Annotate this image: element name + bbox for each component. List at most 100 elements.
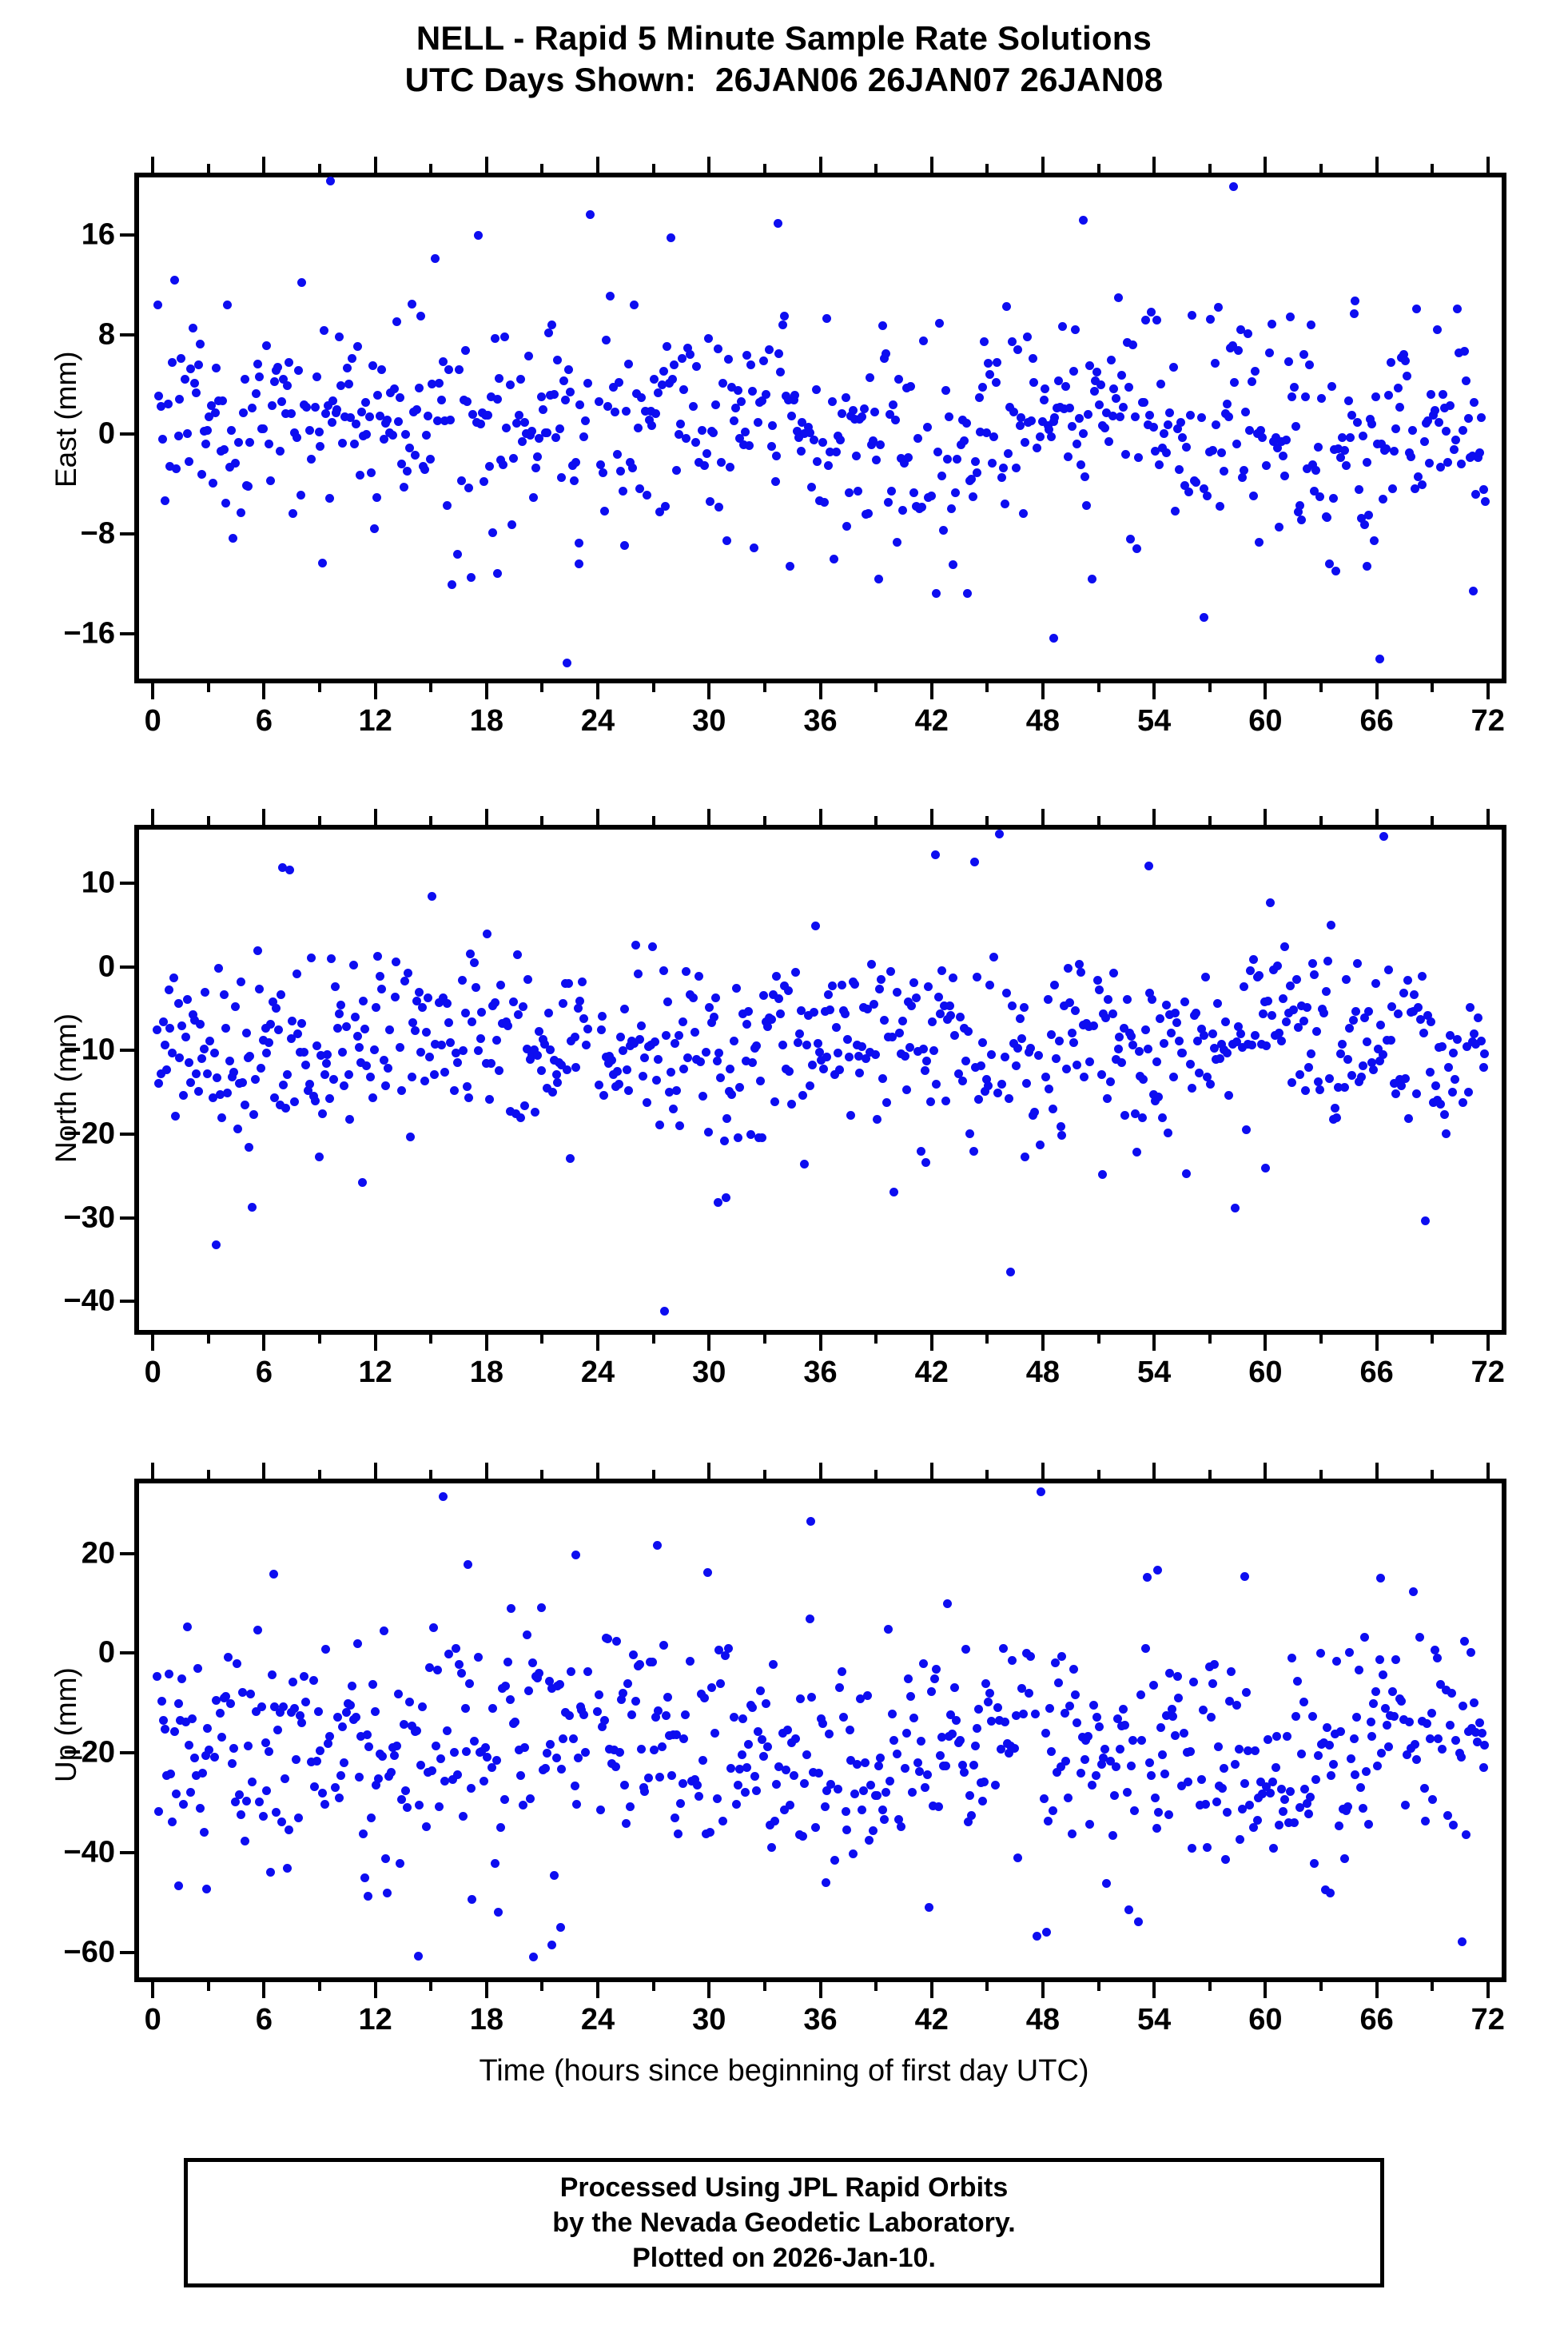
data-point xyxy=(731,983,741,993)
data-point xyxy=(985,369,995,379)
data-point xyxy=(731,1800,741,1810)
data-point xyxy=(1008,1656,1017,1666)
data-point xyxy=(694,458,703,468)
y-tick-label: 8 xyxy=(98,317,115,352)
x-tick-label: 36 xyxy=(803,2003,838,2036)
data-point xyxy=(609,382,619,392)
x-tick-mark-major xyxy=(151,683,155,699)
data-point xyxy=(961,1057,970,1066)
data-point xyxy=(1013,1043,1023,1053)
data-point xyxy=(1334,1821,1343,1831)
data-point xyxy=(185,1077,195,1087)
data-point xyxy=(1334,444,1343,454)
data-point xyxy=(1109,1791,1119,1801)
data-point xyxy=(1362,457,1371,467)
data-point xyxy=(1315,492,1324,501)
data-point xyxy=(388,431,398,440)
data-point xyxy=(1469,1029,1478,1038)
data-point xyxy=(786,1100,796,1109)
data-point xyxy=(308,1092,318,1101)
data-point xyxy=(949,1031,959,1041)
data-point xyxy=(922,1770,932,1779)
data-point xyxy=(492,394,502,404)
data-point xyxy=(551,1070,561,1080)
data-point xyxy=(1477,412,1486,422)
data-point xyxy=(547,1087,557,1097)
data-point xyxy=(1369,1699,1379,1709)
data-point-outlier xyxy=(174,1881,184,1891)
data-point xyxy=(442,1726,452,1736)
x-tick-label: 48 xyxy=(1025,2003,1061,2036)
data-point xyxy=(876,975,885,985)
data-point xyxy=(161,1065,171,1074)
data-point xyxy=(902,1729,912,1738)
data-point xyxy=(1020,437,1029,447)
data-point xyxy=(179,1091,189,1101)
data-point xyxy=(891,415,901,424)
data-point-outlier xyxy=(1042,1928,1052,1937)
data-point xyxy=(202,426,212,436)
data-point xyxy=(668,1104,678,1113)
data-point xyxy=(567,1037,576,1046)
data-point xyxy=(292,1755,301,1765)
data-point xyxy=(619,486,628,496)
data-point xyxy=(1174,464,1184,474)
data-point xyxy=(830,1856,839,1865)
data-point xyxy=(1466,1647,1475,1657)
title-line-2: UTC Days Shown: 26JAN06 26JAN07 26JAN08 xyxy=(404,61,1164,98)
data-point xyxy=(1080,1754,1090,1764)
data-point xyxy=(1104,994,1113,1004)
data-point xyxy=(188,323,197,332)
data-point xyxy=(269,1093,279,1103)
data-point xyxy=(1319,1008,1328,1017)
data-point xyxy=(981,1075,991,1085)
data-point xyxy=(297,1718,307,1727)
data-point-outlier xyxy=(245,1143,254,1153)
data-point xyxy=(169,1727,179,1737)
data-point-outlier xyxy=(1326,1889,1335,1898)
x-tick-mark-top-minor xyxy=(206,1470,210,1479)
data-point xyxy=(620,1004,630,1013)
data-point xyxy=(921,1056,931,1065)
data-point xyxy=(651,1712,661,1722)
data-point xyxy=(948,973,957,983)
data-point xyxy=(237,1810,246,1819)
footer-line-2: by the Nevada Geodetic Laboratory. xyxy=(552,2208,1016,2238)
data-point xyxy=(737,1750,746,1759)
data-point xyxy=(659,965,668,975)
data-point xyxy=(705,1827,714,1837)
data-point xyxy=(1428,410,1438,420)
data-point xyxy=(1152,1057,1161,1067)
plot-frame-up xyxy=(134,1479,1506,1982)
data-point xyxy=(664,379,674,388)
data-point xyxy=(937,471,947,480)
data-point xyxy=(340,1081,349,1091)
x-tick-mark-top-major xyxy=(1264,1463,1268,1479)
data-point xyxy=(778,1728,787,1738)
data-point xyxy=(210,1753,220,1762)
x-tick-mark-top-major xyxy=(1264,809,1268,825)
data-point xyxy=(1327,382,1336,392)
y-tick-mark xyxy=(120,233,134,237)
x-tick-mark-minor xyxy=(874,683,878,692)
data-point xyxy=(987,458,997,468)
data-point xyxy=(177,1674,186,1683)
data-point xyxy=(1043,1816,1053,1825)
x-tick-mark-minor xyxy=(1431,1335,1435,1344)
data-point xyxy=(153,301,163,310)
data-point xyxy=(370,1706,380,1716)
data-point xyxy=(863,1690,873,1700)
data-point xyxy=(945,412,954,422)
data-point xyxy=(1375,654,1384,663)
data-point xyxy=(407,1073,416,1082)
data-point xyxy=(1233,1021,1243,1031)
data-point xyxy=(1435,1679,1445,1689)
data-point xyxy=(1230,378,1240,388)
data-point xyxy=(1171,1009,1180,1018)
data-point xyxy=(1474,1718,1484,1727)
x-tick-mark-minor xyxy=(1319,1982,1323,1991)
y-tick-label: 10 xyxy=(81,866,115,900)
data-point xyxy=(574,1753,583,1762)
data-point xyxy=(1384,1742,1394,1751)
data-point xyxy=(573,1004,583,1013)
